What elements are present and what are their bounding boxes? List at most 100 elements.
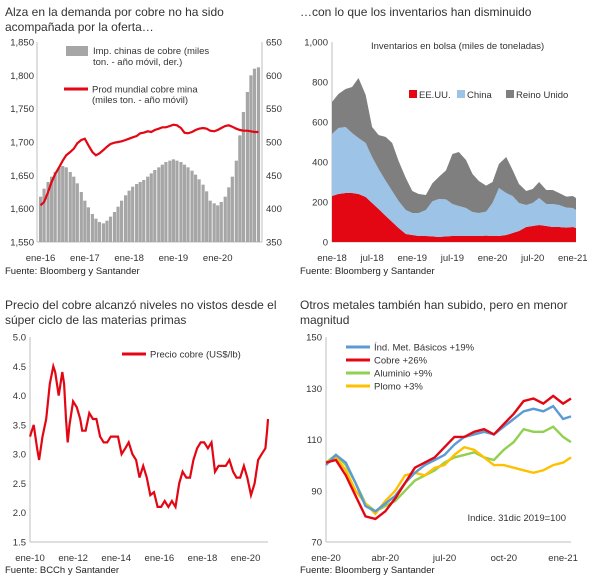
bar-imports — [57, 167, 61, 242]
x-tick-label: ene-18 — [188, 553, 218, 564]
x-tick-label: ene-20 — [478, 253, 508, 264]
panel-other-metals: Otros metales también han subido, pero e… — [296, 295, 591, 581]
x-tick-label: ene-20 — [203, 253, 233, 264]
bar-imports — [205, 191, 209, 242]
chart-3-svg: 5.0 4.5 4.0 3.5 3.0 2.5 2.0 1.5 ene-10 ene-12 ene-… — [13, 333, 270, 564]
left-y-tick-label: 1,550 — [10, 238, 34, 249]
legend-copper-price-label: Precio cobre (US$/lb) — [150, 350, 241, 361]
legend-area-china-label: China — [467, 90, 493, 101]
bar-imports — [171, 159, 176, 242]
legend-imports-label: Imp. chinas de cobre (miles — [93, 46, 209, 57]
bar-imports — [234, 160, 238, 242]
y-tick-label: 5.0 — [13, 333, 26, 344]
panel-4-title: Otros metales también han subido, pero e… — [300, 298, 568, 327]
y-tick-label: 3.5 — [13, 420, 26, 431]
bar-imports — [238, 135, 242, 242]
chart-4-annotation: Indice. 31dic 2019=100 — [467, 513, 566, 524]
y-tick-label: 4.0 — [13, 391, 26, 402]
bar-imports — [142, 180, 146, 242]
right-y-tick-label: 450 — [266, 171, 282, 182]
y-tick-label: 1,000 — [304, 38, 328, 49]
legend-line-aluminum-label: Aluminio +9% — [374, 369, 433, 380]
bar-imports — [182, 164, 187, 242]
right-y-tick-label: 350 — [266, 238, 282, 249]
bar-imports — [256, 67, 261, 242]
y-tick-label: 600 — [312, 118, 328, 129]
x-tick-label: ene-21 — [558, 253, 588, 264]
right-y-tick-label: 650 — [266, 38, 282, 49]
x-tick-label: ene-14 — [101, 553, 131, 564]
bar-imports — [131, 186, 135, 242]
x-tick-label: ene-16 — [145, 553, 175, 564]
bar-imports — [101, 223, 106, 242]
bar-imports — [219, 202, 223, 242]
bar-imports — [127, 190, 131, 242]
bar-imports — [123, 195, 128, 242]
bar-imports — [72, 176, 76, 242]
bar-imports — [216, 205, 220, 242]
area-us — [332, 193, 576, 242]
bar-imports — [249, 75, 253, 242]
bar-imports — [61, 166, 65, 242]
bar-imports — [105, 220, 109, 242]
bar-imports — [241, 112, 245, 242]
legend-production-label-2: (miles ton. - año móvil) — [92, 95, 188, 106]
panel-2-source: Fuente: Bloomberg y Santander — [300, 266, 435, 277]
y-tick-label: 90 — [311, 486, 322, 497]
line-lead — [325, 445, 572, 516]
bar-imports — [90, 214, 94, 242]
legend-area-china-swatch — [457, 90, 465, 98]
bar-imports — [179, 162, 183, 242]
y-tick-label: 400 — [312, 158, 328, 169]
line-mine-production — [39, 123, 259, 207]
bar-imports — [160, 164, 164, 242]
chart-4-svg: 150 130 110 90 70 ene-20 abr-20 jul-20 oct-20 ene… — [306, 333, 578, 565]
y-tick-label: 2.0 — [13, 508, 26, 519]
bar-imports — [190, 170, 194, 242]
bar-imports — [164, 162, 168, 242]
bar-imports — [175, 160, 179, 242]
bar-imports — [252, 68, 257, 242]
right-y-tick-label: 550 — [266, 104, 282, 115]
right-y-tick-label: 600 — [266, 71, 282, 82]
panel-inventories: …con lo que los inventarios han disminui… — [296, 0, 591, 290]
left-y-tick-label: 1,700 — [10, 138, 34, 149]
y-tick-label: 2.5 — [13, 479, 26, 490]
x-tick-label: ene-18 — [317, 253, 347, 264]
bar-imports — [168, 160, 172, 242]
right-y-tick-label: 500 — [266, 138, 282, 149]
panel-3-source: Fuente: BCCh y Santander — [5, 565, 120, 576]
y-tick-label: 800 — [312, 78, 328, 89]
bar-imports — [212, 203, 216, 242]
x-tick-label: jul-19 — [440, 253, 464, 264]
left-y-tick-label: 1,850 — [10, 38, 34, 49]
panel-copper-price: Precio del cobre alcanzó niveles no vist… — [0, 295, 295, 581]
bar-imports — [83, 200, 87, 242]
y-tick-label: 3.0 — [13, 450, 26, 461]
bar-imports — [46, 182, 50, 242]
left-y-tick-label: 1,750 — [10, 104, 34, 115]
bar-imports — [42, 188, 46, 242]
left-y-tick-label: 1,650 — [10, 171, 34, 182]
panel-1-title: Alza en la demanda por cobre no ha sido … — [5, 5, 224, 34]
right-y-tick-label: 400 — [266, 204, 282, 215]
panel-4-source: Fuente: Bloomberg y Santander — [300, 565, 435, 576]
x-tick-label: ene-20 — [231, 553, 261, 564]
bar-imports — [146, 176, 150, 242]
bar-imports — [223, 196, 227, 242]
x-tick-label: ene-16 — [26, 253, 56, 264]
bar-imports — [53, 172, 57, 242]
bar-imports — [201, 184, 205, 242]
x-tick-label: ene-20 — [311, 553, 341, 564]
bar-imports — [108, 216, 113, 242]
panel-3-title: Precio del cobre alcanzó niveles no vist… — [5, 298, 277, 327]
x-tick-label: ene-18 — [114, 253, 144, 264]
x-tick-label: abr-20 — [372, 553, 399, 564]
legend-area-uk-label: Reino Unido — [516, 90, 568, 101]
bar-imports — [97, 222, 102, 242]
x-tick-label: ene-19 — [159, 253, 189, 264]
line-basic-metals — [325, 404, 572, 513]
y-tick-label: 70 — [311, 538, 322, 549]
chart-2-svg: 1,000 800 600 400 200 0 ene-18 jul-18 ene-19 jul-… — [304, 38, 588, 265]
y-tick-label: 4.5 — [13, 362, 26, 373]
